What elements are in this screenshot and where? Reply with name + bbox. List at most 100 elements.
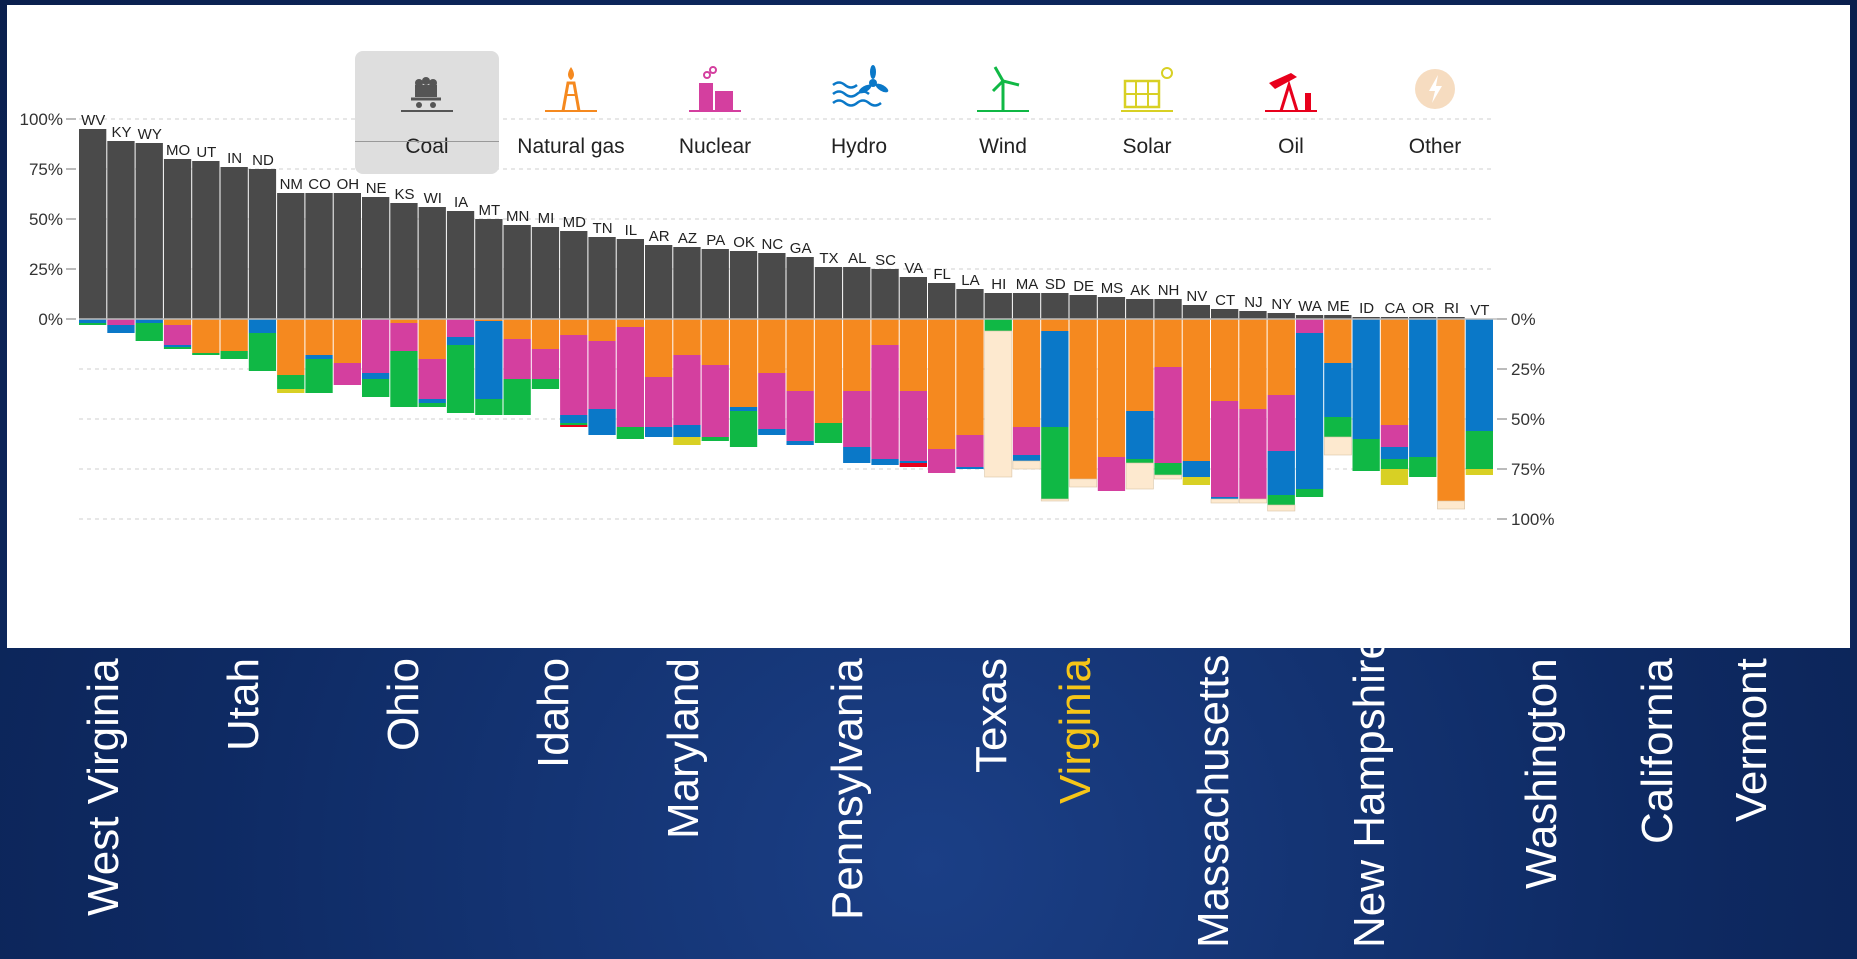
coal-bar-MD xyxy=(560,231,588,319)
gas-segment-LA xyxy=(956,319,984,435)
wind-segment-MD xyxy=(560,423,588,425)
nuclear-plant-icon xyxy=(685,63,745,119)
coal-bar-NV xyxy=(1182,305,1210,319)
gas-segment-SD xyxy=(1041,319,1069,331)
state-name-label: Utah xyxy=(219,657,268,751)
state-abbr-label: TX xyxy=(819,250,838,267)
right-axis-label: 50% xyxy=(1511,410,1545,429)
wind-segment-NH xyxy=(1154,463,1182,475)
state-abbr-label: IA xyxy=(454,194,468,211)
nuclear-segment-AR xyxy=(645,377,673,427)
state-name-label: New Hampshire xyxy=(1345,635,1394,948)
wind-turbine-icon xyxy=(973,63,1033,119)
state-abbr-label: GA xyxy=(790,240,812,257)
state-name-label: Idaho xyxy=(529,657,578,769)
state-abbr-label: RI xyxy=(1444,300,1459,317)
coal-bar-MT xyxy=(475,219,503,319)
hydro-segment-WY xyxy=(135,319,163,323)
wind-segment-NM xyxy=(277,375,305,389)
state-abbr-label: NJ xyxy=(1244,294,1262,311)
state-abbr-label: CT xyxy=(1215,292,1235,309)
other-segment-SD xyxy=(1040,498,1069,502)
other-segment-DE xyxy=(1069,478,1098,488)
coal-bar-KS xyxy=(390,203,418,319)
coal-bar-CO xyxy=(305,193,333,319)
hydro-segment-AL xyxy=(843,447,871,463)
legend-item-nuclear[interactable]: Nuclear xyxy=(643,51,787,174)
gas-segment-MI xyxy=(531,319,560,349)
nuclear-segment-KY xyxy=(107,319,135,325)
wind-segment-HI xyxy=(984,319,1012,331)
state-abbr-label: CO xyxy=(308,176,331,193)
state-name-label: Washington xyxy=(1517,657,1566,889)
hydro-segment-MO xyxy=(163,345,192,347)
state-abbr-label: NV xyxy=(1186,288,1207,305)
state-name-label: Maryland xyxy=(659,657,708,839)
state-abbr-label: HI xyxy=(991,276,1006,293)
state-name-label: West Virginia xyxy=(79,657,128,916)
gas-segment-IN xyxy=(220,319,248,351)
state-name-label: Virginia xyxy=(1051,657,1100,804)
coal-bar-IN xyxy=(220,167,248,319)
gas-segment-MN xyxy=(503,319,531,339)
legend-label: Solar xyxy=(1122,135,1172,158)
coal-bar-IA xyxy=(446,211,475,319)
hydro-segment-CO xyxy=(305,355,333,359)
state-abbr-label: KY xyxy=(111,124,131,141)
nuclear-segment-IA xyxy=(446,319,475,337)
solar-segment-CA xyxy=(1380,469,1409,485)
state-abbr-label: OH xyxy=(337,176,360,193)
state-abbr-label: MI xyxy=(538,210,555,227)
hydro-segment-WI xyxy=(418,399,446,403)
legend-item-oil[interactable]: Oil xyxy=(1219,51,1363,174)
coal-bar-WV xyxy=(79,129,107,319)
state-abbr-label: IN xyxy=(227,150,242,167)
nuclear-segment-CT xyxy=(1211,401,1239,497)
gas-segment-GA xyxy=(786,319,814,391)
nuclear-segment-GA xyxy=(786,391,814,441)
coal-bar-ID xyxy=(1352,317,1380,319)
wind-segment-UT xyxy=(192,353,220,355)
coal-bar-MI xyxy=(531,227,560,319)
state-abbr-label: IL xyxy=(625,222,638,239)
state-abbr-label: SD xyxy=(1045,276,1066,293)
legend-item-hydro[interactable]: Hydro xyxy=(787,51,931,174)
coal-bar-UT xyxy=(192,161,220,319)
wind-segment-IA xyxy=(446,345,475,413)
state-abbr-label: NM xyxy=(280,176,303,193)
legend-item-coal[interactable]: Coal xyxy=(355,51,499,174)
hydro-segment-WA xyxy=(1295,333,1324,489)
nuclear-segment-KS xyxy=(390,323,418,351)
hydro-segment-TN xyxy=(588,409,616,435)
legend-item-gas[interactable]: Natural gas xyxy=(499,51,643,174)
state-name-label: Massachusetts xyxy=(1189,654,1238,948)
hydro-segment-GA xyxy=(786,441,814,445)
gas-segment-AZ xyxy=(673,319,701,355)
solar-segment-AZ xyxy=(673,437,701,445)
legend-item-wind[interactable]: Wind xyxy=(931,51,1075,174)
coal-cart-icon xyxy=(397,63,457,119)
legend-label: Natural gas xyxy=(517,135,625,158)
hydro-segment-NC xyxy=(758,429,786,435)
legend-item-solar[interactable]: Solar xyxy=(1075,51,1219,174)
left-axis-label: 75% xyxy=(29,160,63,179)
coal-bar-FL xyxy=(928,283,956,319)
state-abbr-label: MS xyxy=(1101,280,1124,297)
coal-bar-RI xyxy=(1437,317,1465,319)
nuclear-segment-NE xyxy=(362,319,390,373)
coal-bar-NM xyxy=(277,193,305,319)
hydro-segment-AR xyxy=(645,427,673,437)
gas-segment-SC xyxy=(871,319,899,345)
hydro-segment-SD xyxy=(1041,331,1069,427)
hydro-segment-NV xyxy=(1182,461,1210,477)
gas-segment-MA xyxy=(1012,319,1041,427)
other-segment-NH xyxy=(1154,474,1183,480)
wind-segment-ME xyxy=(1324,417,1352,437)
state-abbr-label: ME xyxy=(1327,298,1350,315)
state-abbr-label: VT xyxy=(1470,302,1489,319)
hydro-segment-MD xyxy=(560,415,588,423)
hydro-segment-LA xyxy=(956,467,984,469)
nuclear-segment-NY xyxy=(1267,395,1295,451)
legend-item-other[interactable]: Other xyxy=(1363,51,1507,174)
